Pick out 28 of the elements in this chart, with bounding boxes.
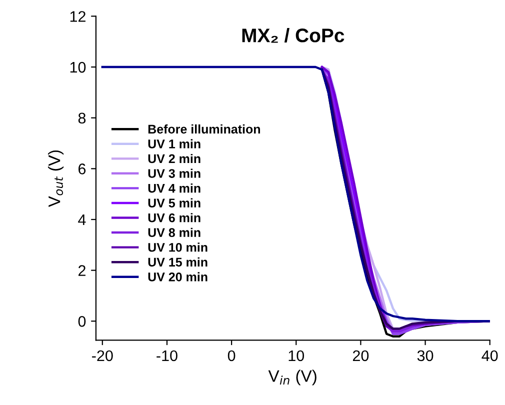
- legend-label: UV 20 min: [148, 272, 208, 282]
- x-tick-label: 30: [417, 350, 434, 362]
- x-tick-label: -20: [92, 350, 113, 362]
- y-tick-label: 10: [70, 62, 86, 73]
- x-axis-title: V$_{in}$ (V): [268, 370, 316, 386]
- y-tick-label: 8: [78, 112, 86, 124]
- legend-label: UV 10 min: [148, 242, 208, 252]
- legend-label: UV 6 min: [148, 213, 200, 222]
- legend-label: UV 3 min: [148, 168, 200, 178]
- legend-label: UV 8 min: [148, 228, 200, 238]
- legend-label: UV 2 min: [148, 154, 200, 164]
- y-tick-label: 0: [78, 316, 86, 327]
- x-tick-label: 20: [352, 350, 369, 362]
- y-tick-label: 2: [78, 265, 86, 276]
- legend-label: UV 5 min: [148, 198, 200, 208]
- y-axis-title: V$_{out}$ (V): [48, 150, 64, 208]
- legend-label: Before illumination: [148, 124, 260, 134]
- y-tick-label: 4: [78, 214, 86, 226]
- y-tick-label: 6: [78, 164, 86, 174]
- y-tick-label: 12: [70, 11, 86, 22]
- x-tick-label: 0: [228, 350, 236, 362]
- legend-label: UV 1 min: [148, 139, 200, 148]
- x-tick-label: 10: [288, 350, 304, 362]
- x-tick-label: -10: [156, 350, 178, 362]
- legend-label: UV 4 min: [148, 184, 200, 193]
- legend-label: UV 15 min: [148, 257, 208, 267]
- x-tick-label: 40: [482, 350, 498, 362]
- chart-title: MX₂ / CoPc: [242, 28, 344, 43]
